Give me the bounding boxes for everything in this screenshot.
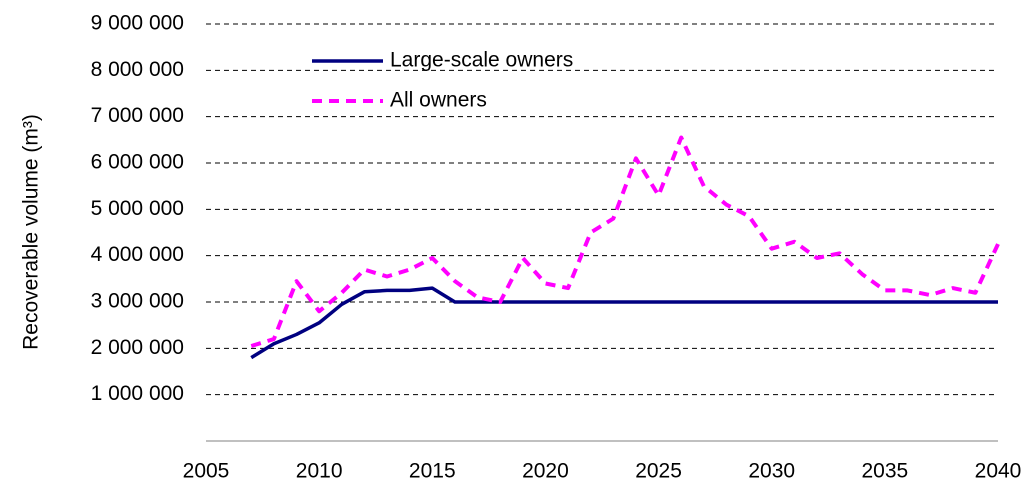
y-tick-label: 4 000 000 xyxy=(91,243,184,266)
y-axis-label: Recoverable volume (m³) xyxy=(20,114,43,350)
y-tick-label: 9 000 000 xyxy=(91,12,184,35)
x-tick-label: 2005 xyxy=(183,460,230,483)
y-tick-label: 8 000 000 xyxy=(91,58,184,81)
y-tick-label: 5 000 000 xyxy=(91,197,184,220)
line-series xyxy=(250,286,998,360)
x-tick-label: 2030 xyxy=(748,460,795,483)
x-tick-label: 2020 xyxy=(522,460,569,483)
y-tick-label: 6 000 000 xyxy=(91,151,184,174)
x-tick-label: 2035 xyxy=(861,460,908,483)
legend-label: All owners xyxy=(390,89,487,112)
x-tick-label: 2015 xyxy=(409,460,456,483)
line-series xyxy=(250,135,1000,348)
x-tick-label: 2010 xyxy=(296,460,343,483)
y-tick-label: 7 000 000 xyxy=(91,104,184,127)
y-tick-label: 3 000 000 xyxy=(91,290,184,313)
legend-label: Large-scale owners xyxy=(390,49,573,72)
x-tick-label: 2025 xyxy=(635,460,682,483)
y-tick-label: 2 000 000 xyxy=(91,336,184,359)
y-tick-label: 1 000 000 xyxy=(91,382,184,405)
x-tick-label: 2040 xyxy=(975,460,1022,483)
